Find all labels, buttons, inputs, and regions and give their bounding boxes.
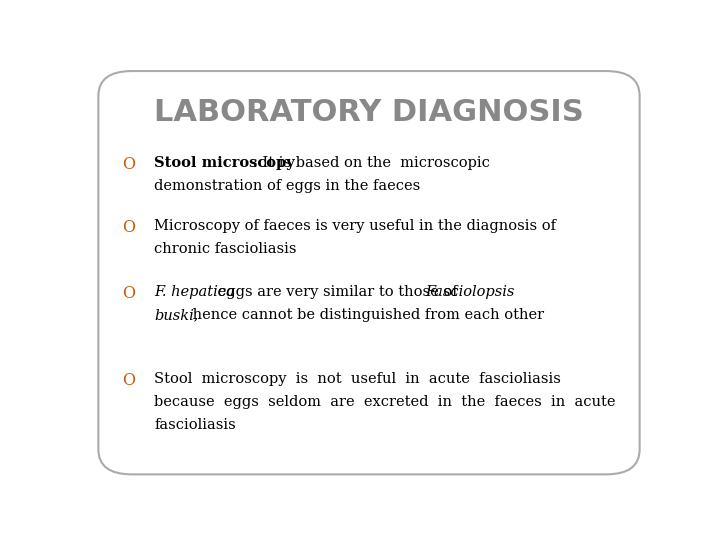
Text: buski,: buski, [154,308,199,322]
Text: O: O [122,156,135,173]
Text: O: O [122,373,135,389]
FancyBboxPatch shape [99,71,639,474]
Text: fascioliasis: fascioliasis [154,418,236,432]
Text: Stool  microscopy  is  not  useful  in  acute  fascioliasis: Stool microscopy is not useful in acute … [154,373,561,387]
Text: LABORATORY DIAGNOSIS: LABORATORY DIAGNOSIS [154,98,584,127]
Text: Microscopy of faeces is very useful in the diagnosis of: Microscopy of faeces is very useful in t… [154,219,556,233]
Text: O: O [122,219,135,235]
Text: because  eggs  seldom  are  excreted  in  the  faeces  in  acute: because eggs seldom are excreted in the … [154,395,616,409]
Text: O: O [122,285,135,302]
Text: Stool microscopy: Stool microscopy [154,156,294,170]
Text: chronic fascioliasis: chronic fascioliasis [154,241,297,255]
Text: eggs are very similar to those of: eggs are very similar to those of [213,285,462,299]
Text: demonstration of eggs in the faeces: demonstration of eggs in the faeces [154,179,420,193]
Text: F. hepatica: F. hepatica [154,285,235,299]
Text: hence cannot be distinguished from each other: hence cannot be distinguished from each … [188,308,544,322]
Text: Fasciolopsis: Fasciolopsis [425,285,514,299]
Text: : It is based on the  microscopic: : It is based on the microscopic [253,156,490,170]
